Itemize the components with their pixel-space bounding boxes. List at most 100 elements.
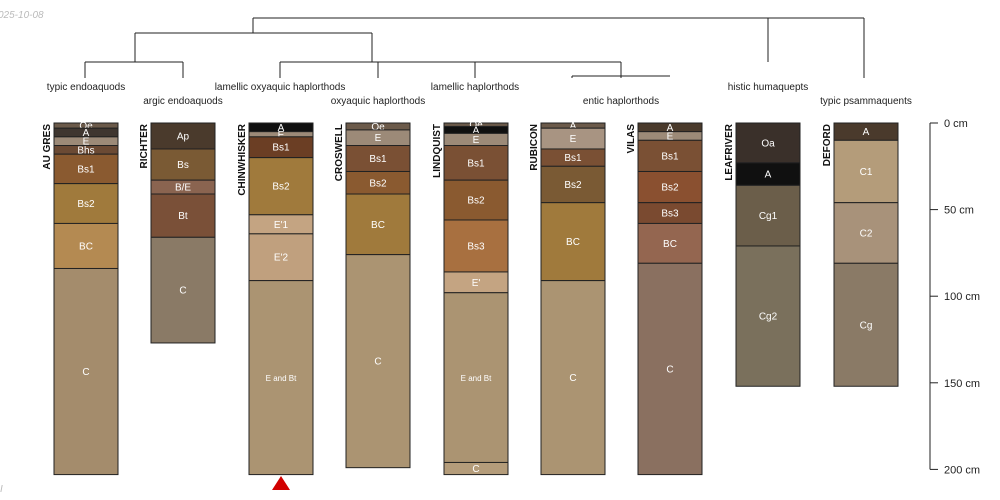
taxon-label: typic psammaquents [820,96,912,107]
date-fragment: 025-10-08 [0,10,44,21]
horizon-label: E' [472,278,481,289]
horizon-label: C [179,286,186,297]
profile-name: CROSWELL [334,124,345,181]
dendrogram [84,17,865,78]
profile-name: RUBICON [529,124,540,171]
profile-name: VILAS [626,124,637,154]
horizon [345,254,411,469]
profile-name: AU GRES [42,124,53,170]
horizon-label: E'2 [274,253,289,264]
profile-name: LINDQUIST [432,124,443,178]
horizon-label: E [375,133,382,144]
dendro-aqu [84,61,184,78]
taxon-label: lamellic oxyaquic haplorthods [215,82,346,93]
horizon [540,280,606,476]
horizon [248,233,314,282]
horizon [833,202,899,264]
horizon-label: A [765,170,772,181]
horizon-label: Bs2 [272,182,290,193]
horizon-label: Ap [177,131,190,142]
taxon-label: entic haplorthods [583,96,659,107]
horizon-label: A [570,121,577,132]
profile-name: DEFORD [822,124,833,166]
horizon-label: Bs3 [661,209,679,220]
profile-name: RICHTER [139,123,150,168]
horizon-label: C [666,364,673,375]
horizon [53,267,119,476]
profile-name: LEAFRIVER [724,123,735,180]
horizon-label: Bs1 [272,143,290,154]
horizon-label: BC [79,241,93,252]
dendro-root [252,17,865,78]
horizon [637,170,703,204]
horizon-label: A [473,125,480,136]
horizon [637,262,703,476]
horizon-label: Cg1 [759,211,778,222]
horizon-label: C2 [860,228,873,239]
axis-tick-label: 0 cm [944,118,968,130]
horizon-label: Cg2 [759,312,778,323]
horizon [150,236,216,344]
horizon [345,145,411,172]
horizon-label: Oe [79,121,93,132]
horizon-label: Oe [371,122,385,133]
horizon-label: Bs2 [564,180,582,191]
axis-tick-label: 200 cm [944,464,980,476]
depth-axis: 0 cm 50 cm 100 cm 150 cm 200 cm [929,118,980,476]
warning-triangle-icon [272,476,290,490]
horizon-label: E [570,134,577,145]
corner-fragment: I [0,484,3,495]
horizon-label: A [83,128,90,139]
horizon [150,193,216,238]
axis-tick-label: 150 cm [944,378,980,390]
horizon [150,148,216,181]
horizon [637,222,703,264]
horizon-label: E and Bt [266,374,297,383]
horizon-label: E [473,135,480,146]
horizon-label: Bs2 [77,199,95,210]
dendro-left [134,32,373,62]
horizon-label: E [667,131,674,142]
horizon-label: Oa [761,138,775,149]
horizon-label: C [82,367,89,378]
horizon-label: Bs2 [467,196,485,207]
horizon [345,193,411,256]
horizon-label: C [374,357,381,368]
horizon [443,461,509,476]
profile-name: CHINWHISKER [237,123,248,195]
axis-tick-label: 100 cm [944,291,980,303]
horizon [150,122,216,150]
horizon [53,153,119,185]
horizon-label: BC [663,239,677,250]
horizon-label: E'1 [274,220,289,231]
horizon-label: C [569,373,576,384]
horizon-label: Bs2 [369,178,387,189]
horizon [443,292,509,463]
taxon-label: oxyaquic haplorthods [331,96,426,107]
horizon [540,165,606,204]
horizon-label: Bhs [77,145,94,156]
horizon-label: Bs1 [369,154,387,165]
horizon-label: Bs1 [661,151,679,162]
horizon-label: C [472,464,479,475]
horizon [833,262,899,387]
horizon [443,179,509,221]
horizon [637,139,703,172]
horizon-label: BC [566,237,580,248]
taxon-label: lamellic haplorthods [431,82,519,93]
dendro-ox [377,61,476,78]
horizon-label: Cg [860,320,873,331]
taxon-label: histic humaquepts [728,82,809,93]
horizon-label: E [278,130,285,141]
horizon-label: C1 [860,167,873,178]
horizon-label: A [278,123,285,134]
horizon-label: A [863,127,870,138]
horizon [735,245,801,387]
horizon-label: E [83,137,90,148]
dendro-ent [571,75,670,78]
horizon [248,280,314,476]
dendro-hap [279,61,622,78]
horizon [735,184,801,247]
horizon-label: Bs2 [661,183,679,194]
horizon-label: Bs1 [564,153,582,164]
